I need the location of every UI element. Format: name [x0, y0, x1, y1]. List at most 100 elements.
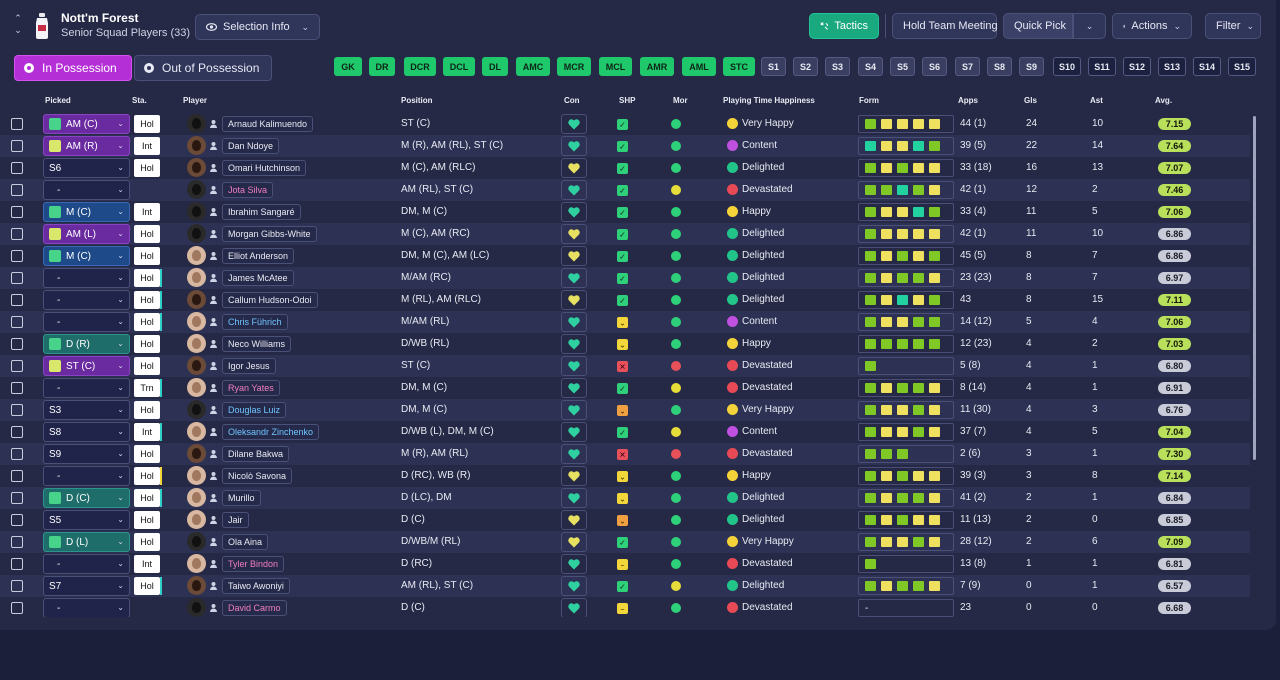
set-chip-s9[interactable]: S9 [1019, 57, 1044, 76]
player-name[interactable]: Tyler Bindon [222, 556, 285, 572]
quick-pick-button[interactable]: Quick Pick [1003, 13, 1073, 39]
set-chip-s3[interactable]: S3 [825, 57, 850, 76]
col-form[interactable]: Form [859, 96, 879, 105]
player-info-icon[interactable] [209, 317, 218, 326]
condition-cell[interactable] [561, 114, 587, 134]
actions-dropdown[interactable]: Actions ⌄ [1112, 13, 1192, 39]
condition-cell[interactable] [561, 400, 587, 420]
player-info-icon[interactable] [209, 361, 218, 370]
prev-next-club-arrows[interactable]: ⌃ ⌄ [14, 13, 22, 35]
player-name[interactable]: Jair [222, 512, 249, 528]
row-checkbox[interactable] [11, 602, 23, 614]
table-row[interactable]: ST (C) ⌄ Hol Igor Jesus ST (C) ✕ Devastated 5 (… [0, 355, 1250, 377]
player-name[interactable]: Morgan Gibbs-White [222, 226, 317, 242]
picked-position-dropdown[interactable]: S3 ⌄ [43, 400, 130, 420]
col-mor[interactable]: Mor [673, 96, 688, 105]
row-checkbox[interactable] [11, 250, 23, 262]
player-info-icon[interactable] [209, 229, 218, 238]
position-chip-aml[interactable]: AML [682, 57, 716, 76]
status-badge[interactable]: Int [134, 555, 160, 573]
row-checkbox[interactable] [11, 448, 23, 460]
picked-position-dropdown[interactable]: D (C) ⌄ [43, 488, 130, 508]
player-info-icon[interactable] [209, 339, 218, 348]
condition-cell[interactable] [561, 224, 587, 244]
set-chip-s4[interactable]: S4 [858, 57, 883, 76]
status-badge[interactable]: Hol [134, 159, 160, 177]
picked-position-dropdown[interactable]: AM (R) ⌄ [43, 136, 130, 156]
table-row[interactable]: S5 ⌄ Hol Jair D (C) ⌄ Delighted 11 (13) 2 0 6.85 [0, 509, 1250, 531]
picked-position-dropdown[interactable]: AM (C) ⌄ [43, 114, 130, 134]
picked-position-dropdown[interactable]: - ⌄ [43, 598, 130, 617]
row-checkbox[interactable] [11, 338, 23, 350]
condition-cell[interactable] [561, 136, 587, 156]
condition-cell[interactable] [561, 202, 587, 222]
player-name[interactable]: Douglas Luiz [222, 402, 287, 418]
row-checkbox[interactable] [11, 272, 23, 284]
club-name[interactable]: Nott'm Forest [61, 11, 139, 25]
table-row[interactable]: S3 ⌄ Hol Douglas Luiz DM, M (C) ⌄ Very Happy 11… [0, 399, 1250, 421]
condition-cell[interactable] [561, 422, 587, 442]
table-row[interactable]: D (C) ⌄ Hol Murillo D (LC), DM ⌄ Delighted 41 (… [0, 487, 1250, 509]
player-name[interactable]: Murillo [222, 490, 261, 506]
picked-position-dropdown[interactable]: - ⌄ [43, 290, 130, 310]
row-checkbox[interactable] [11, 206, 23, 218]
row-checkbox[interactable] [11, 404, 23, 416]
condition-cell[interactable] [561, 576, 587, 596]
condition-cell[interactable] [561, 598, 587, 617]
player-info-icon[interactable] [209, 515, 218, 524]
player-name[interactable]: Jota Silva [222, 182, 274, 198]
table-row[interactable]: - ⌄ Hol James McAtee M/AM (RC) ✓ Delighted 23 (… [0, 267, 1250, 289]
table-row[interactable]: M (C) ⌄ Int Ibrahim Sangaré DM, M (C) ✓ Happy 3… [0, 201, 1250, 223]
col-picked[interactable]: Picked [45, 96, 71, 105]
condition-cell[interactable] [561, 312, 587, 332]
player-info-icon[interactable] [209, 449, 218, 458]
set-chip-s14[interactable]: S14 [1193, 57, 1221, 76]
scrollbar[interactable] [1253, 116, 1256, 460]
col-con[interactable]: Con [564, 96, 580, 105]
picked-position-dropdown[interactable]: S8 ⌄ [43, 422, 130, 442]
position-chip-mcl[interactable]: MCL [599, 57, 632, 76]
col-ast[interactable]: Ast [1090, 96, 1103, 105]
row-checkbox[interactable] [11, 580, 23, 592]
col-position[interactable]: Position [401, 96, 433, 105]
player-name[interactable]: David Carmo [222, 600, 287, 616]
position-chip-stc[interactable]: STC [723, 57, 755, 76]
player-info-icon[interactable] [209, 603, 218, 612]
filter-dropdown[interactable]: Filter ⌄ [1205, 13, 1261, 39]
player-name[interactable]: Ola Aina [222, 534, 269, 550]
player-info-icon[interactable] [209, 405, 218, 414]
condition-cell[interactable] [561, 510, 587, 530]
picked-position-dropdown[interactable]: - ⌄ [43, 554, 130, 574]
player-name[interactable]: Omari Hutchinson [222, 160, 307, 176]
table-row[interactable]: D (R) ⌄ Hol Neco Williams D/WB (RL) ⌄ Happy 12 … [0, 333, 1250, 355]
picked-position-dropdown[interactable]: - ⌄ [43, 180, 130, 200]
picked-position-dropdown[interactable]: M (C) ⌄ [43, 202, 130, 222]
picked-position-dropdown[interactable]: M (C) ⌄ [43, 246, 130, 266]
selection-info-dropdown[interactable]: Selection Info ⌄ [195, 14, 320, 40]
player-name[interactable]: Arnaud Kalimuendo [222, 116, 314, 132]
picked-position-dropdown[interactable]: - ⌄ [43, 312, 130, 332]
table-row[interactable]: - ⌄ Hol Callum Hudson-Odoi M (RL), AM (RLC) ✓… [0, 289, 1250, 311]
quick-pick-menu-button[interactable]: ⌄ [1073, 13, 1106, 39]
condition-cell[interactable] [561, 268, 587, 288]
row-checkbox[interactable] [11, 514, 23, 526]
status-badge[interactable]: Hol [134, 115, 160, 133]
condition-cell[interactable] [561, 554, 587, 574]
player-info-icon[interactable] [209, 119, 218, 128]
picked-position-dropdown[interactable]: S7 ⌄ [43, 576, 130, 596]
player-info-icon[interactable] [209, 185, 218, 194]
condition-cell[interactable] [561, 356, 587, 376]
player-info-icon[interactable] [209, 581, 218, 590]
table-row[interactable]: S7 ⌄ Hol Taiwo Awoniyi AM (RL), ST (C) ✓ Delig… [0, 575, 1250, 597]
player-info-icon[interactable] [209, 383, 218, 392]
condition-cell[interactable] [561, 290, 587, 310]
status-badge[interactable]: Int [134, 137, 160, 155]
row-checkbox[interactable] [11, 360, 23, 372]
row-checkbox[interactable] [11, 426, 23, 438]
table-row[interactable]: S6 ⌄ Hol Omari Hutchinson M (C), AM (RLC) ✓ De… [0, 157, 1250, 179]
row-checkbox[interactable] [11, 294, 23, 306]
table-row[interactable]: D (L) ⌄ Hol Ola Aina D/WB/M (RL) ✓ Very Happy 2… [0, 531, 1250, 553]
position-chip-dcr[interactable]: DCR [404, 57, 436, 76]
picked-position-dropdown[interactable]: ST (C) ⌄ [43, 356, 130, 376]
set-chip-s12[interactable]: S12 [1123, 57, 1151, 76]
